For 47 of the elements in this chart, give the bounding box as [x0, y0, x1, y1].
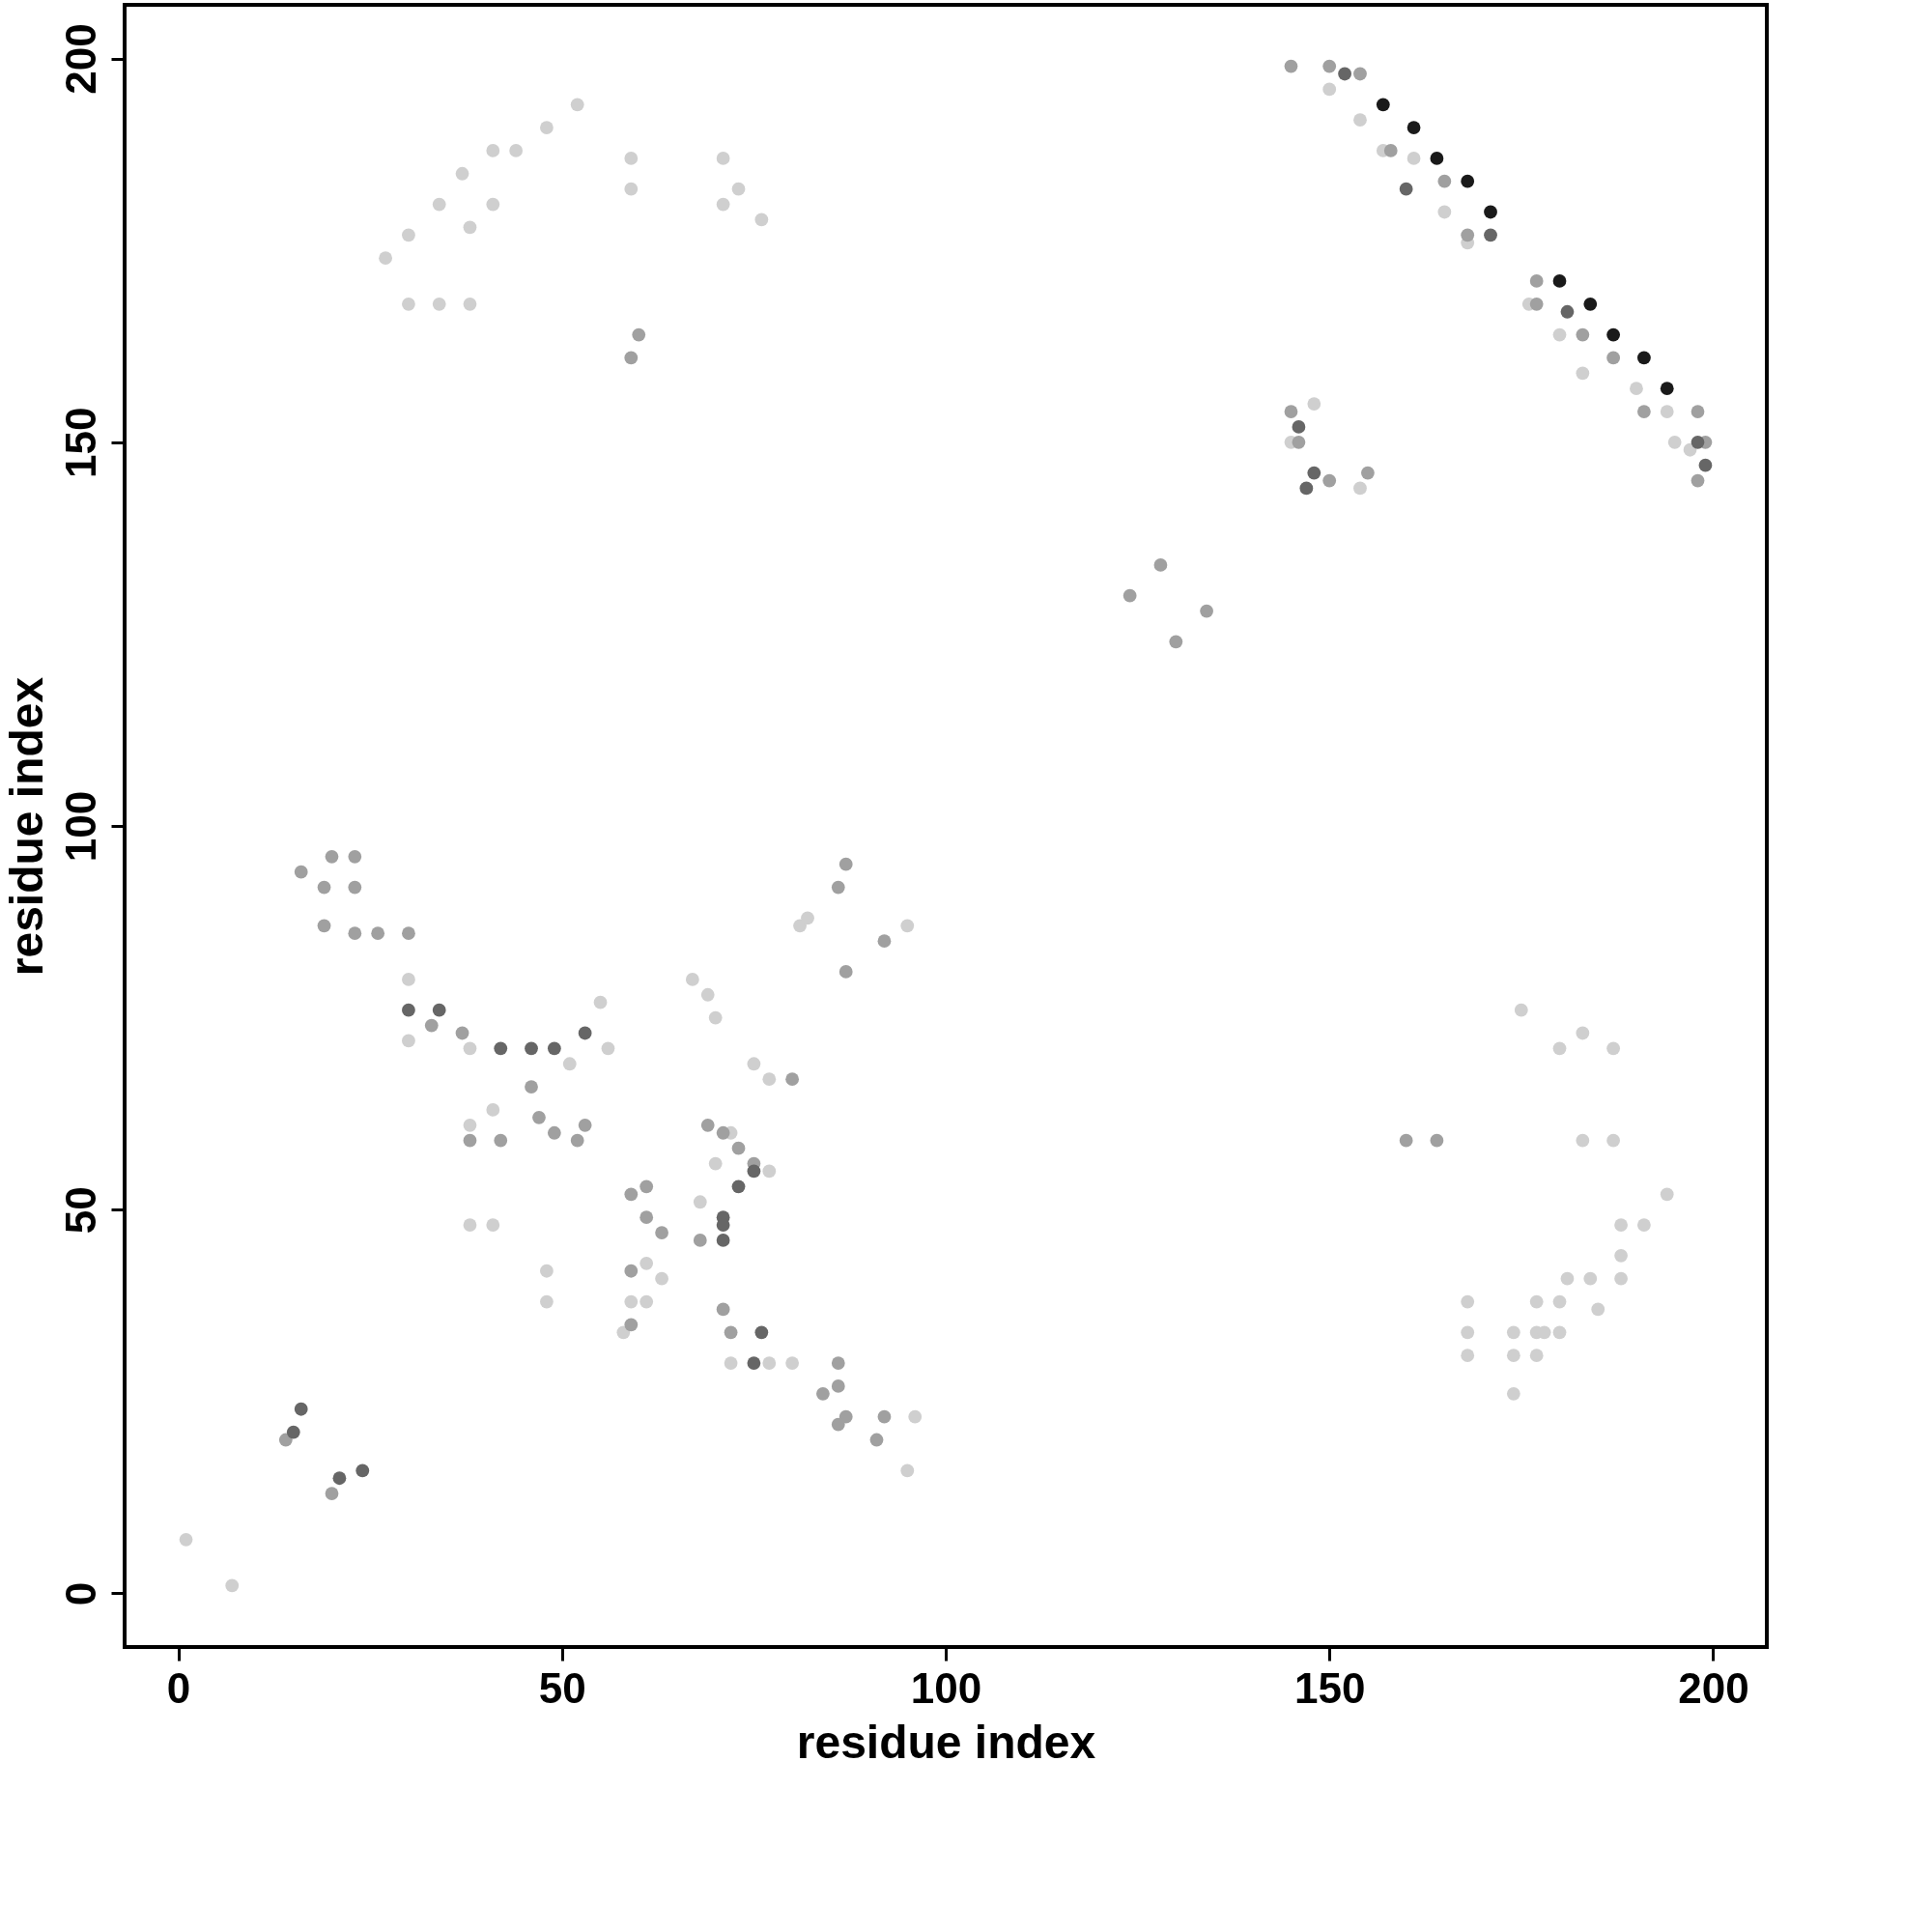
- point: [1560, 304, 1575, 319]
- point: [402, 1003, 415, 1017]
- point: [578, 1026, 592, 1040]
- point: [494, 1041, 508, 1056]
- x-tick-label: 150: [1293, 1663, 1366, 1712]
- point: [1637, 351, 1651, 365]
- point: [1583, 297, 1598, 311]
- point: [294, 1402, 308, 1416]
- point: [747, 1164, 761, 1179]
- point: [1484, 228, 1497, 242]
- point: [1660, 382, 1674, 396]
- point: [1338, 67, 1351, 81]
- point: [547, 1041, 561, 1056]
- point: [1399, 182, 1413, 196]
- x-axis-title: residue index: [796, 1716, 1096, 1768]
- point: [332, 1471, 347, 1486]
- point: [525, 1041, 538, 1056]
- x-tick-label: 0: [166, 1663, 191, 1712]
- point: [1698, 458, 1713, 472]
- point: [1299, 481, 1314, 496]
- point: [716, 1234, 730, 1247]
- point: [1461, 174, 1475, 188]
- point: [754, 1325, 769, 1340]
- point: [1606, 327, 1621, 342]
- y-tick-label: 100: [56, 790, 104, 863]
- point: [355, 1463, 370, 1478]
- point: [1376, 98, 1390, 112]
- point: [1292, 420, 1306, 434]
- point: [286, 1425, 300, 1439]
- point: [1430, 152, 1444, 165]
- y-tick-label: 50: [56, 1186, 104, 1235]
- point: [1552, 274, 1567, 288]
- x-tick-label: 100: [910, 1663, 982, 1712]
- x-tick-label: 50: [538, 1663, 586, 1712]
- point: [1307, 466, 1321, 480]
- point: [432, 1003, 446, 1017]
- point: [1690, 435, 1705, 449]
- point: [1484, 205, 1497, 219]
- x-tick-label: 200: [1678, 1663, 1749, 1712]
- y-tick-label: 150: [56, 407, 104, 479]
- y-tick-label: 0: [56, 1581, 104, 1606]
- point: [1406, 121, 1421, 134]
- y-tick-label: 200: [56, 23, 104, 95]
- point: [716, 1218, 730, 1232]
- y-axis-title: residue index: [0, 676, 52, 977]
- point: [747, 1356, 761, 1370]
- point: [731, 1179, 746, 1194]
